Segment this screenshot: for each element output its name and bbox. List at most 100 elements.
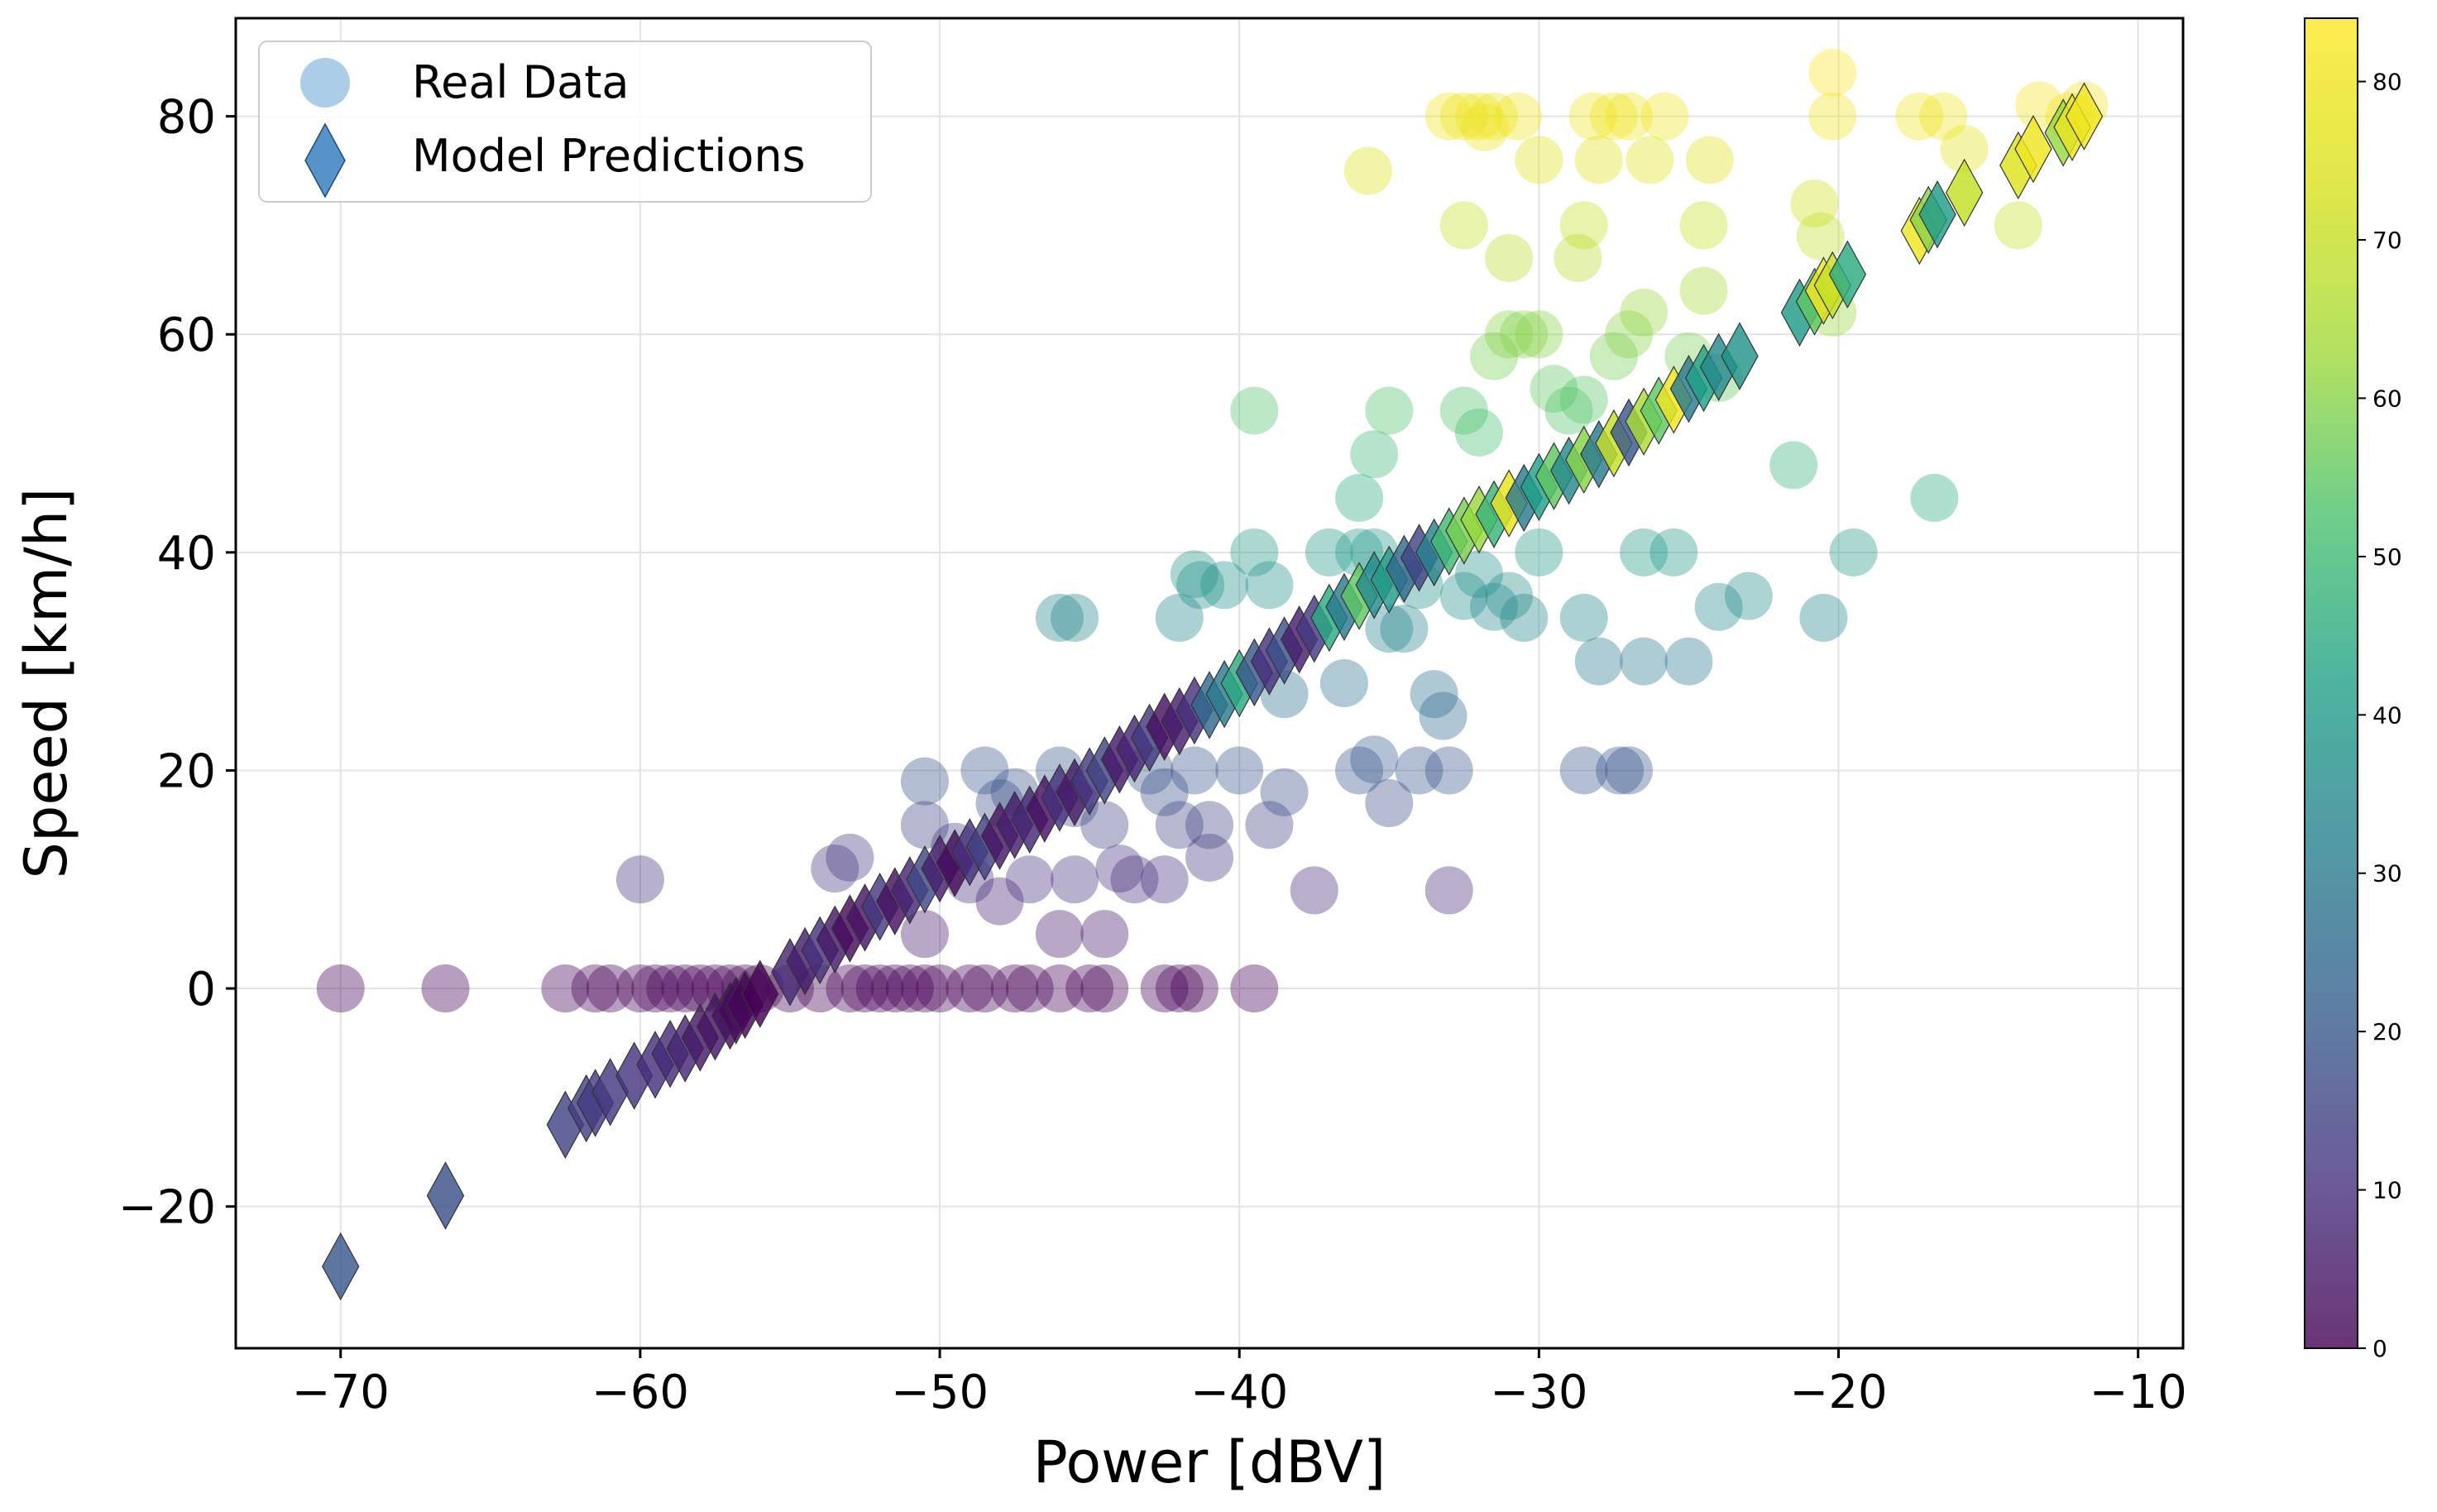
real-data-point [1110,855,1159,904]
x-axis: −70 −60 −50 −40 −30 −20 −10 [292,1348,2187,1419]
legend-label-real-data: Real Data [412,56,630,108]
real-data-point [1155,593,1204,642]
real-data-point [1140,964,1189,1013]
model-prediction-point [2014,114,2052,184]
real-data-point [1790,179,1839,228]
real-data-point [1035,910,1084,959]
real-data-point [1035,964,1084,1013]
real-data-point [1685,136,1734,184]
real-data-point [1424,746,1473,795]
real-data-point [1230,386,1279,435]
real-data-point [1140,855,1189,904]
real-data-point [1350,430,1399,479]
real-data-point [900,964,949,1013]
real-data-point [1335,746,1384,795]
real-data-point [1470,92,1519,141]
colorbar-tick-label: 70 [2372,227,2402,254]
real-data-point [1454,92,1503,141]
real-data-point [1365,386,1414,435]
real-data-point [1605,746,1654,795]
real-data-point [1910,473,1959,522]
colorbar: 0 10 20 30 40 50 60 70 80 [2304,17,2402,1362]
real-data-point [1649,528,1698,577]
real-data-point [1065,964,1114,1013]
real-data-point [1095,845,1144,893]
real-data-point [1461,103,1510,151]
model-prediction-point [1828,240,1867,309]
real-data-point [615,964,664,1013]
real-data-point [1679,201,1728,250]
x-tick-label: −30 [1490,1366,1587,1419]
real-data-point [1620,637,1669,686]
real-data-point [1559,201,1608,250]
real-data-point [1365,778,1414,827]
real-data-point [1515,310,1563,359]
legend: Real Data Model Predictions [258,41,872,203]
real-data-point [960,964,1009,1013]
real-data-point [811,845,859,893]
y-tick-label: 0 [186,963,216,1017]
real-data-point [2015,81,2064,130]
real-data-point [1410,670,1458,719]
real-data-point [1640,92,1689,141]
model-prediction-point [2065,82,2104,151]
real-data-point [1170,550,1218,599]
real-data-point [1424,866,1473,915]
real-data-point [615,855,664,904]
real-data-point [1200,561,1249,610]
x-axis-label: Power [dBV] [1033,1428,1386,1496]
real-data-point [1005,964,1054,1013]
real-data-point [1350,735,1399,784]
real-data-point [1515,136,1563,184]
grid [236,18,2183,1348]
real-data-point [1305,528,1353,577]
real-data-point [1500,593,1549,642]
colorbar-tick-label: 40 [2372,701,2402,729]
real-data-point [1439,92,1488,141]
real-data-point [1574,136,1623,184]
real-data-point [840,964,889,1013]
real-data-point [661,964,710,1013]
real-data-point [1170,964,1218,1013]
real-data-point [1365,605,1414,653]
model-prediction-point [322,1232,360,1301]
real-data-point [870,964,919,1013]
real-data-point [1245,801,1294,849]
real-data-point [1454,550,1503,599]
legend-box [258,41,872,203]
real-data-point [1035,593,1084,642]
real-data-point [1155,964,1204,1013]
model-prediction-point [1721,322,1759,390]
real-data-point [916,964,965,1013]
real-data-point [1530,365,1578,414]
model-prediction-point [741,959,779,1028]
real-data-point [1574,637,1623,686]
real-data-point [1230,964,1279,1013]
real-data-point [1080,801,1129,849]
real-data-point [1343,146,1392,195]
real-data-point [1596,746,1645,795]
real-data-point [1796,212,1845,261]
real-data-point [1176,561,1225,610]
real-data-point [900,757,949,806]
real-data-point [1544,386,1593,435]
real-data-point [1559,746,1608,795]
real-data-point [1589,92,1638,141]
real-data-point [631,964,680,1013]
y-tick-label: −20 [118,1181,216,1235]
x-tick-label: −70 [292,1366,390,1419]
real-data-point [1051,855,1099,904]
real-data-point [885,964,934,1013]
x-tick-label: −20 [1789,1366,1887,1419]
real-data-point [1664,637,1713,686]
real-data-point [1395,746,1444,795]
real-data-point [1808,48,1857,97]
y-tick-label: 60 [157,309,216,362]
real-data-point [1605,310,1654,359]
colorbar-tick-label: 30 [2372,860,2402,888]
model-prediction-point [1945,158,1984,227]
colorbar-tick-label: 60 [2372,385,2402,412]
colorbar-tick-label: 50 [2372,543,2402,571]
real-data-point [1589,332,1638,380]
